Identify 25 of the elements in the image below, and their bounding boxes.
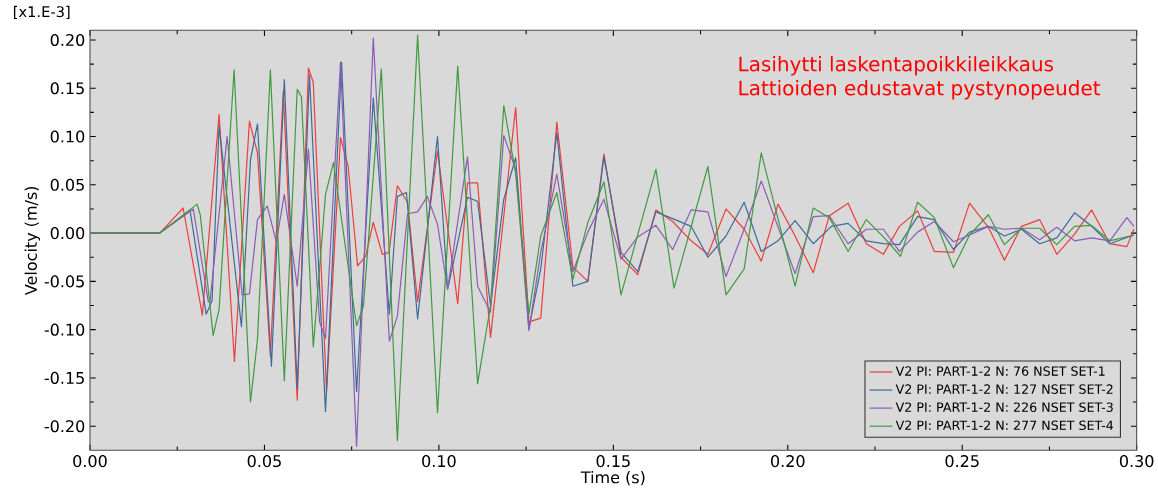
x-tick-label: 0.05 xyxy=(247,455,281,468)
legend-label: V2 PI: PART-1-2 N: 226 NSET SET-3 xyxy=(895,402,1113,412)
legend-label: V2 PI: PART-1-2 N: 127 NSET SET-2 xyxy=(895,384,1113,394)
y-tick-label: 0.20 xyxy=(50,33,85,47)
y-tick-label: 0.10 xyxy=(50,130,85,143)
y-tick-label: 0.05 xyxy=(50,178,84,191)
y-axis-title: Velocity (m/s) xyxy=(24,186,41,296)
x-axis-title: Time (s) xyxy=(580,470,645,486)
y-tick-label: 0.15 xyxy=(50,82,84,95)
x-tick-label: 0.25 xyxy=(945,455,979,468)
text: [x1.E-3] xyxy=(13,5,70,19)
y-tick-label: -0.05 xyxy=(44,275,84,288)
legend-label: V2 PI: PART-1-2 N: 76 NSET SET-1 xyxy=(895,366,1105,376)
x-tick-label: 0.00 xyxy=(73,455,107,468)
legend-label: V2 PI: PART-1-2 N: 277 NSET SET-4 xyxy=(895,420,1114,431)
x-tick-label: 0.15 xyxy=(596,455,630,468)
x-tick-label: 0.30 xyxy=(1119,455,1154,468)
text: Lattioiden edustavat pystynopeudet xyxy=(739,80,1101,100)
x-tick-label: 0.10 xyxy=(422,455,456,468)
text: Lasihytti laskentapoikkileikkaus xyxy=(739,56,1054,76)
y-tick-label: 0.00 xyxy=(50,227,85,240)
y-tick-label: -0.15 xyxy=(44,371,84,384)
y-tick-label: -0.20 xyxy=(44,420,85,433)
x-tick-label: 0.20 xyxy=(771,455,805,468)
y-tick-label: -0.10 xyxy=(44,323,85,336)
